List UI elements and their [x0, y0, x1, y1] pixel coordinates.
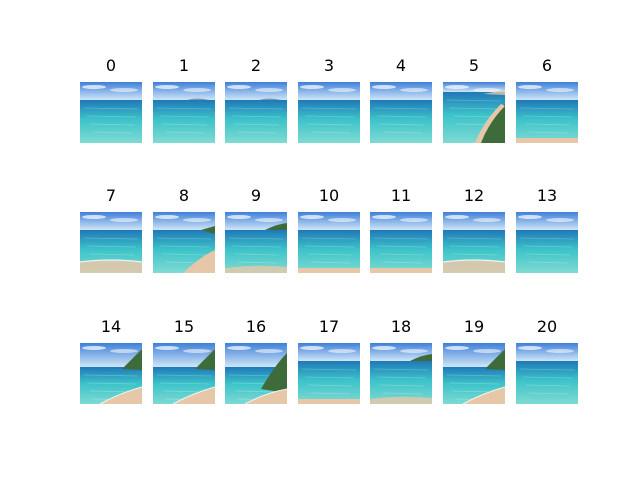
beach-photo-thumbnail	[80, 82, 142, 143]
beach-photo-thumbnail	[298, 212, 360, 273]
panel-index-label: 20	[536, 317, 558, 336]
beach-photo-thumbnail	[225, 343, 287, 404]
beach-photo-thumbnail	[443, 343, 505, 404]
panel-index-label: 9	[250, 186, 262, 205]
beach-photo-thumbnail	[80, 343, 142, 404]
beach-photo-thumbnail	[370, 343, 432, 404]
panel-index-label: 7	[105, 186, 117, 205]
beach-photo-thumbnail	[516, 212, 578, 273]
beach-photo-thumbnail	[153, 212, 215, 273]
panel-index-label: 16	[245, 317, 267, 336]
beach-photo-thumbnail	[153, 343, 215, 404]
panel-index-label: 19	[463, 317, 485, 336]
panel-index-label: 0	[105, 56, 117, 75]
beach-photo-thumbnail	[443, 212, 505, 273]
panel-index-label: 11	[390, 186, 412, 205]
beach-photo-thumbnail	[443, 82, 505, 143]
panel-index-label: 10	[318, 186, 340, 205]
panel-index-label: 18	[390, 317, 412, 336]
beach-photo-thumbnail	[153, 82, 215, 143]
panel-index-label: 2	[250, 56, 262, 75]
beach-photo-thumbnail	[298, 82, 360, 143]
panel-index-label: 1	[178, 56, 190, 75]
panel-index-label: 13	[536, 186, 558, 205]
beach-photo-thumbnail	[370, 212, 432, 273]
panel-index-label: 5	[468, 56, 480, 75]
beach-photo-thumbnail	[298, 343, 360, 404]
panel-index-label: 3	[323, 56, 335, 75]
beach-photo-thumbnail	[80, 212, 142, 273]
panel-index-label: 8	[178, 186, 190, 205]
beach-photo-thumbnail	[225, 212, 287, 273]
panel-index-label: 15	[173, 317, 195, 336]
beach-photo-thumbnail	[516, 343, 578, 404]
panel-index-label: 14	[100, 317, 122, 336]
panel-index-label: 6	[541, 56, 553, 75]
panel-index-label: 17	[318, 317, 340, 336]
beach-photo-thumbnail	[225, 82, 287, 143]
beach-photo-thumbnail	[370, 82, 432, 143]
panel-index-label: 12	[463, 186, 485, 205]
beach-photo-thumbnail	[516, 82, 578, 143]
panel-index-label: 4	[395, 56, 407, 75]
